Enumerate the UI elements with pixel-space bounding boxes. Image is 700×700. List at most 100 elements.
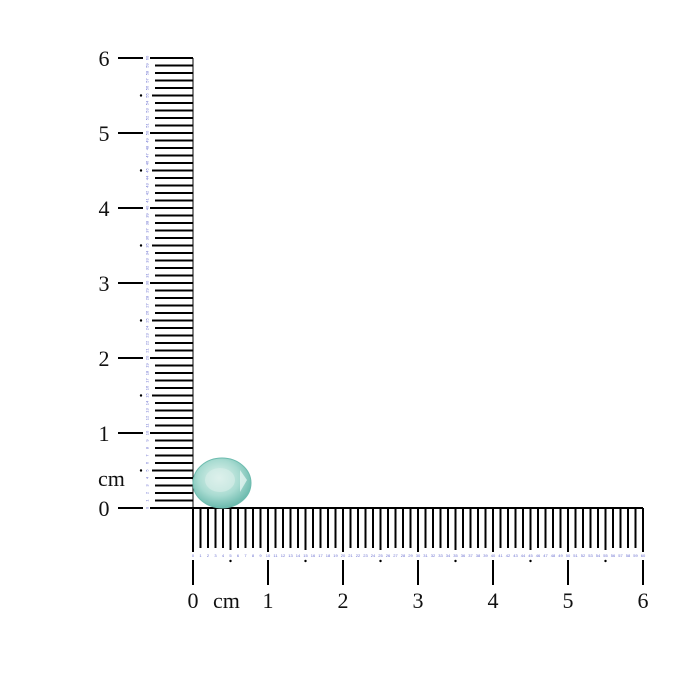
vertical-mm-number: 54 [145,100,150,105]
half-cm-dot [454,559,457,563]
half-cm-dot [139,94,143,97]
horizontal-mm-number: 17 [318,553,323,558]
vertical-mm-number: 11 [145,423,150,428]
horizontal-cm-label: 0 [188,588,199,613]
horizontal-mm-number: 13 [288,553,293,558]
vertical-mm-number: 12 [145,415,150,420]
vertical-cm-label: 0 [99,496,110,521]
horizontal-mm-number: 22 [356,553,361,558]
horizontal-mm-number: 14 [296,553,301,558]
gemstone [192,457,252,509]
vertical-mm-number: 22 [145,340,150,345]
vertical-mm-number: 23 [145,333,150,338]
vertical-mm-number: 31 [145,273,150,278]
vertical-mm-number: 24 [145,325,150,330]
vertical-mm-number: 19 [145,363,150,368]
horizontal-mm-number: 2 [207,553,210,558]
horizontal-mm-number: 27 [393,553,398,558]
vertical-mm-number: 60 [145,55,150,60]
vertical-mm-number: 17 [145,378,150,383]
horizontal-mm-number: 0 [192,553,195,558]
half-cm-dot [139,169,143,172]
half-cm-dot [139,394,143,397]
vertical-mm-number: 47 [145,153,150,158]
horizontal-mm-number: 39 [483,553,488,558]
vertical-mm-number: 3 [145,484,150,487]
horizontal-cm-label: 5 [563,588,574,613]
horizontal-mm-number: 41 [498,553,503,558]
vertical-mm-number: 21 [145,348,150,353]
horizontal-mm-number: 33 [438,553,443,558]
horizontal-mm-number: 53 [588,553,593,558]
vertical-cm-label: 4 [99,196,110,221]
horizontal-cm-label: 1 [263,588,274,613]
horizontal-mm-number: 42 [506,553,511,558]
horizontal-mm-number: 49 [558,553,563,558]
vertical-mm-number: 34 [145,250,150,255]
vertical-cm-label: 6 [99,46,110,71]
vertical-mm-number: 5 [145,469,150,472]
half-cm-dot [229,559,232,563]
vertical-cm-label: 1 [99,421,110,446]
horizontal-mm-number: 50 [566,553,571,558]
vertical-mm-number: 43 [145,183,150,188]
vertical-cm-label: 5 [99,121,110,146]
vertical-mm-number: 13 [145,408,150,413]
horizontal-mm-number: 43 [513,553,518,558]
horizontal-mm-number: 51 [573,553,578,558]
vertical-mm-number: 50 [145,130,150,135]
vertical-mm-number: 58 [145,70,150,75]
horizontal-cm-label: 3 [413,588,424,613]
vertical-mm-number: 29 [145,288,150,293]
horizontal-mm-number: 4 [222,553,225,558]
vertical-mm-number: 10 [145,430,150,435]
horizontal-mm-number: 37 [468,553,473,558]
vertical-mm-number: 9 [145,439,150,442]
horizontal-mm-number: 45 [528,553,533,558]
half-cm-dot [529,559,532,563]
vertical-cm-label: 3 [99,271,110,296]
half-cm-dot [304,559,307,563]
horizontal-mm-number: 46 [536,553,541,558]
horizontal-unit-label: cm [213,588,240,613]
horizontal-cm-label: 4 [488,588,499,613]
horizontal-mm-number: 23 [363,553,368,558]
half-cm-dot [139,319,143,322]
horizontal-mm-number: 11 [273,553,278,558]
horizontal-mm-number: 15 [303,553,308,558]
vertical-mm-number: 39 [145,213,150,218]
vertical-mm-number: 16 [145,385,150,390]
horizontal-mm-number: 44 [521,553,526,558]
horizontal-mm-number: 52 [581,553,586,558]
vertical-mm-number: 18 [145,370,150,375]
half-cm-dot [139,244,143,247]
horizontal-mm-number: 16 [311,553,316,558]
horizontal-mm-number: 35 [453,553,458,558]
vertical-mm-number: 14 [145,400,150,405]
horizontal-mm-number: 3 [214,553,217,558]
vertical-mm-number: 41 [145,198,150,203]
horizontal-mm-number: 55 [603,553,608,558]
horizontal-mm-number: 58 [626,553,631,558]
half-cm-dot [139,469,143,472]
vertical-mm-number: 20 [145,355,150,360]
horizontal-cm-label: 6 [638,588,649,613]
horizontal-mm-number: 40 [491,553,496,558]
vertical-mm-number: 0 [145,506,150,509]
vertical-mm-number: 7 [145,454,150,457]
vertical-ruler: 0123456789101112131415161718192021222324… [99,46,194,521]
horizontal-mm-number: 1 [199,553,202,558]
horizontal-mm-number: 36 [461,553,466,558]
vertical-mm-number: 25 [145,318,150,323]
half-cm-dot [379,559,382,563]
vertical-unit-label: cm [98,466,125,491]
horizontal-mm-number: 10 [266,553,271,558]
vertical-mm-number: 55 [145,93,150,98]
half-cm-dot [604,559,607,563]
vertical-mm-number: 57 [145,78,150,83]
vertical-mm-number: 42 [145,190,150,195]
vertical-mm-number: 51 [145,123,150,128]
horizontal-mm-number: 54 [596,553,601,558]
horizontal-mm-number: 20 [341,553,346,558]
